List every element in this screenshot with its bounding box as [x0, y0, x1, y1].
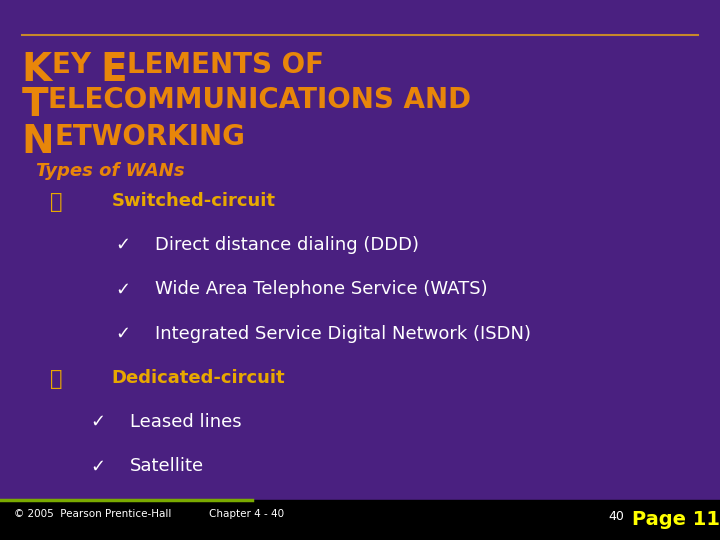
- Text: ✓: ✓: [90, 457, 105, 475]
- Text: Leased lines: Leased lines: [130, 413, 241, 431]
- Text: Satellite: Satellite: [130, 457, 204, 475]
- Text: N: N: [22, 123, 54, 161]
- Text: อ: อ: [50, 369, 63, 389]
- Bar: [0, 500, 720, 540]
- Text: ✓: ✓: [115, 236, 130, 254]
- Text: Dedicated-circuit: Dedicated-circuit: [112, 369, 285, 387]
- Text: อ: อ: [50, 192, 63, 212]
- Text: K: K: [22, 51, 52, 89]
- Text: EY: EY: [52, 51, 101, 79]
- Text: ✓: ✓: [90, 413, 105, 431]
- Text: LEMENTS OF: LEMENTS OF: [127, 51, 324, 79]
- Text: Chapter 4 - 40: Chapter 4 - 40: [209, 509, 284, 519]
- Text: Wide Area Telephone Service (WATS): Wide Area Telephone Service (WATS): [155, 280, 487, 298]
- Text: E: E: [101, 51, 127, 89]
- Text: Integrated Service Digital Network (ISDN): Integrated Service Digital Network (ISDN…: [155, 325, 531, 342]
- Text: Types of WANs: Types of WANs: [36, 162, 184, 180]
- Text: ELECOMMUNICATIONS AND: ELECOMMUNICATIONS AND: [48, 86, 472, 114]
- Text: 40: 40: [608, 510, 624, 523]
- Text: ETWORKING: ETWORKING: [54, 123, 245, 151]
- Text: Page 115: Page 115: [632, 510, 720, 529]
- Text: ✓: ✓: [115, 280, 130, 298]
- Text: T: T: [22, 86, 48, 124]
- Text: Switched-circuit: Switched-circuit: [112, 192, 276, 210]
- Text: Direct distance dialing (DDD): Direct distance dialing (DDD): [155, 236, 419, 254]
- Text: © 2005  Pearson Prentice-Hall: © 2005 Pearson Prentice-Hall: [14, 509, 172, 519]
- Text: ✓: ✓: [115, 325, 130, 342]
